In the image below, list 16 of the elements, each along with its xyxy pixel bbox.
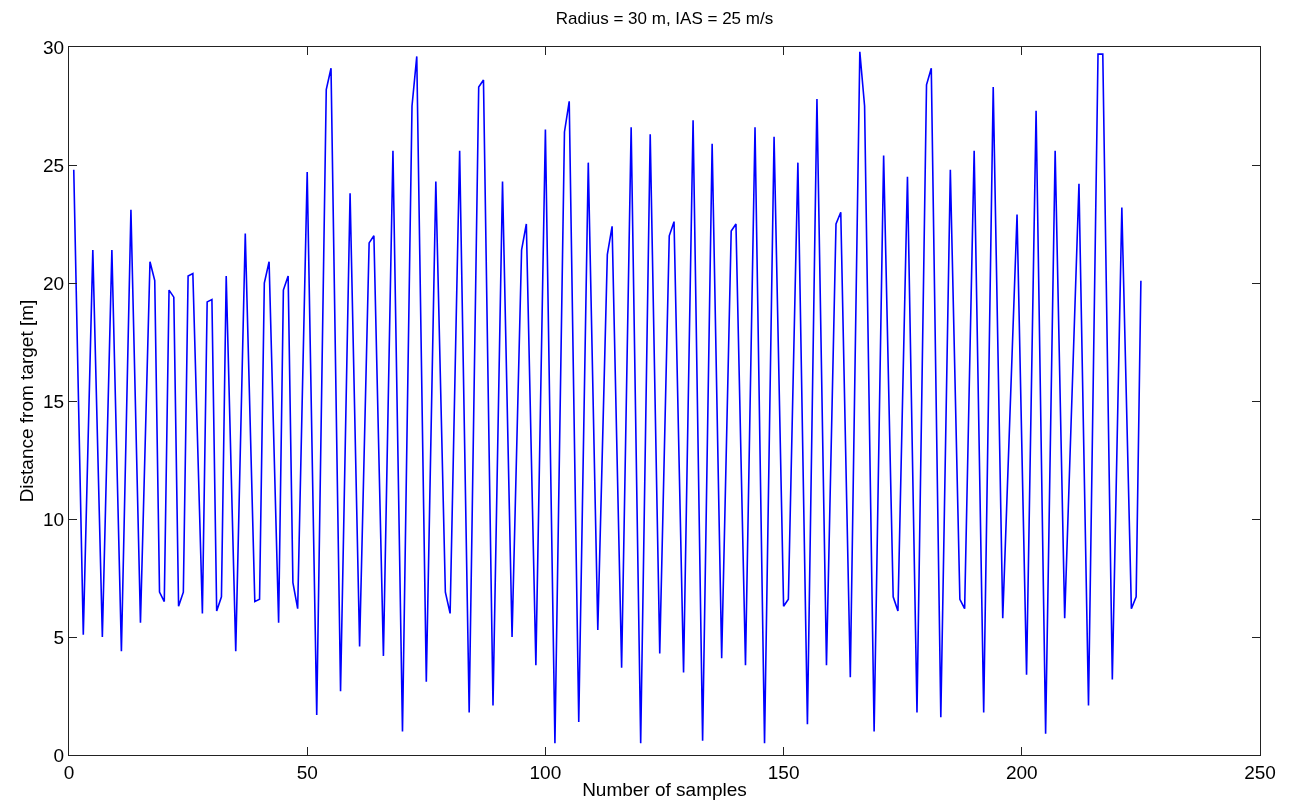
y-tick-label: 15 <box>43 390 65 412</box>
y-tick-label: 5 <box>53 626 65 648</box>
y-tick-label: 0 <box>53 744 65 766</box>
y-axis-title: Distance from target [m] <box>15 299 37 503</box>
y-tick-label: 20 <box>43 272 65 294</box>
x-tick-label: 200 <box>1005 761 1038 783</box>
x-tick-label: 100 <box>529 761 562 783</box>
x-tick-label: 250 <box>1244 761 1276 783</box>
y-tick-label: 30 <box>43 36 65 58</box>
x-tick-label: 150 <box>767 761 800 783</box>
y-tick-label: 10 <box>43 508 65 530</box>
chart-title: Radius = 30 m, IAS = 25 m/s <box>555 9 774 28</box>
y-tick-label: 25 <box>43 154 65 176</box>
x-tick-label: 50 <box>296 761 318 783</box>
x-axis-title: Number of samples <box>582 778 747 800</box>
line-series <box>72 50 1142 744</box>
